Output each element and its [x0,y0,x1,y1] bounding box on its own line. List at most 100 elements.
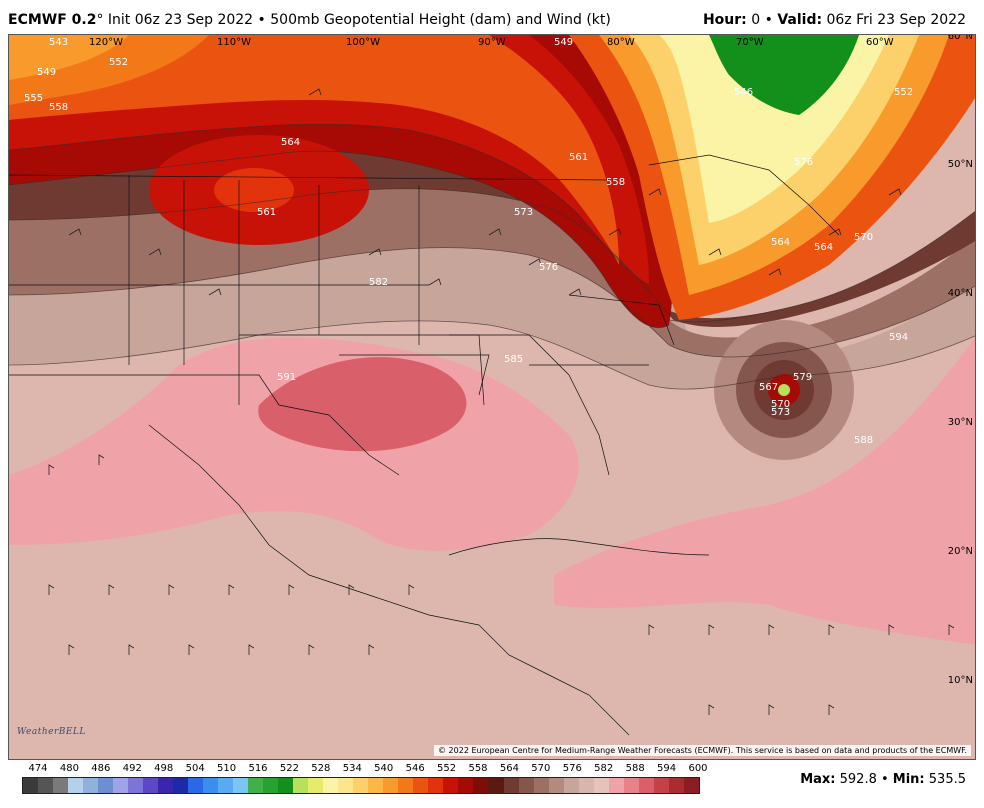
colorbar-swatch [128,778,144,793]
colorbar-swatch [428,778,444,793]
trough-555-zone [9,35,619,265]
contour-label: 585 [504,354,523,365]
contour-label: 594 [889,332,908,343]
contour-label: 558 [49,102,68,113]
contour-label: 564 [281,137,300,148]
colorbar-swatch [53,778,69,793]
ridge-core [258,357,467,452]
colorbar-tick-label: 594 [657,763,677,774]
colorbar-tick-label: 522 [279,763,299,774]
colorbar-swatch [83,778,99,793]
contour-label: 579 [793,372,812,383]
colorbar-swatch [518,778,534,793]
colorbar-swatch [623,778,639,793]
colorbar-tick-label: 474 [28,763,48,774]
lon-label: 80°W [607,37,635,48]
lon-label: 110°W [217,37,251,48]
model-name: ECMWF 0.2 [8,12,97,28]
colorbar-tick-label: 510 [217,763,237,774]
watermark-logo: WeatherBELL [17,727,86,737]
colorbar-swatch [323,778,339,793]
colorbar-swatch [218,778,234,793]
colorbar [22,777,700,794]
contour-label: 591 [277,372,296,383]
contour-label: 552 [109,57,128,68]
colorbar-swatch [353,778,369,793]
colorbar-tick-label: 492 [122,763,142,774]
weather-map[interactable]: 543 549 552 555 558 564 561 573 576 582 … [8,34,976,760]
colorbar-swatch [203,778,219,793]
colorbar-tick-label: 564 [499,763,519,774]
lon-label: 120°W [89,37,123,48]
colorbar-tick-label: 486 [91,763,111,774]
colorbar-swatch [473,778,489,793]
colorbar-swatch [443,778,459,793]
valid-value: 06z Fri 23 Sep 2022 [826,12,966,28]
political-borders [9,154,840,736]
colorbar-labels: 474 480 486 492 498 504 510 516 522 528 534 540 546 5… [22,763,707,775]
init-time: Init 06z 23 Sep 2022 [107,12,254,28]
atlantic-ridge-band [554,337,975,645]
map-canvas: 543 549 552 555 558 564 561 573 576 582 … [9,35,975,759]
colorbar-swatch [488,778,504,793]
copyright-notice: © 2022 European Centre for Medium-Range … [434,745,971,756]
valid-label: Valid: [777,12,823,28]
contour-label: 573 [514,207,533,218]
ne-528-zone [709,35,859,115]
contour-label: 570 [771,399,790,410]
contour-label: 543 [49,37,68,48]
hour-label: Hour: [702,12,747,28]
colorbar-swatch [233,778,249,793]
colorbar-swatch [398,778,414,793]
wind-barbs [48,88,955,715]
colorbar-swatch [38,778,54,793]
colorbar-tick-label: 528 [311,763,331,774]
colorbar-tick-label: 576 [562,763,582,774]
colorbar-tick-label: 558 [468,763,488,774]
chart-title: ECMWF 0.2° Init 06z 23 Sep 2022 • 500mb … [8,12,611,28]
contour-label: 546 [734,87,753,98]
colorbar-swatch [68,778,84,793]
contour-label: 552 [894,87,913,98]
colorbar-swatch [23,778,39,793]
colorbar-tick-label: 540 [374,763,394,774]
colorbar-swatch [368,778,384,793]
contour-label: 555 [24,93,43,104]
colorbar-tick-label: 582 [594,763,614,774]
zone-549-nw [9,35,129,80]
max-label: Max: [800,772,836,787]
colorbar-swatch [608,778,624,793]
colorbar-swatch [503,778,519,793]
hurricane-eye [778,384,790,396]
colorbar-swatch [113,778,129,793]
colorbar-swatch [413,778,429,793]
contour-label: 588 [854,435,873,446]
contour-label: 549 [554,37,573,48]
colorbar-swatch [458,778,474,793]
colorbar-swatch [293,778,309,793]
contour-label: 570 [854,232,873,243]
lon-label: 60°W [866,37,894,48]
valid-time-header: Hour: 0 • Valid: 06z Fri 23 Sep 2022 [702,12,966,28]
colorbar-swatch [173,778,189,793]
cutoff-low-core [214,168,294,212]
hour-value: 0 [751,12,761,28]
colorbar-swatch [548,778,564,793]
contour-label: 567 [759,382,778,393]
contour-label: 564 [814,242,833,253]
colorbar-tick-label: 546 [405,763,425,774]
colorbar-swatch [248,778,264,793]
colorbar-swatch [143,778,159,793]
colorbar-swatch [563,778,579,793]
colorbar-tick-label: 480 [59,763,79,774]
min-label: Min: [892,772,925,787]
max-min-readout: Max: 592.8 • Min: 535.5 [800,772,966,787]
contour-label: 564 [771,237,790,248]
colorbar-swatch [533,778,549,793]
colorbar-swatch [683,778,699,793]
colorbar-swatch [158,778,174,793]
lat-label: 30°N [947,417,973,428]
colorbar-swatch [308,778,324,793]
lon-label: 90°W [478,37,506,48]
colorbar-tick-label: 504 [185,763,205,774]
